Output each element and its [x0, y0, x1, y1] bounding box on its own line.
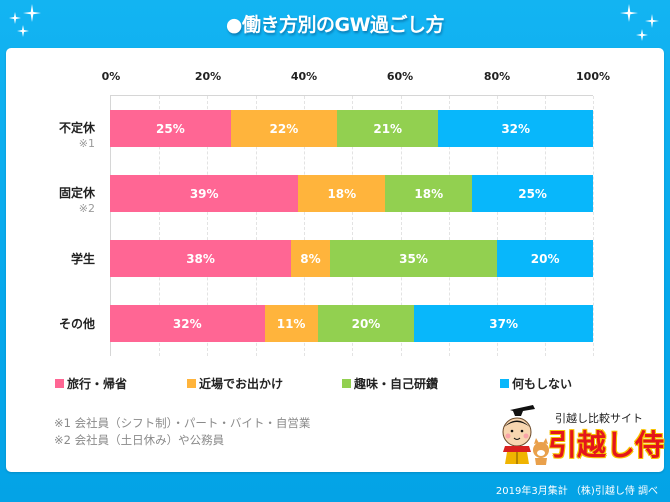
x-tick-20: 20% [194, 70, 222, 83]
row-label-gakusei: 学生 [71, 251, 95, 267]
bar-segment-outing: 18% [298, 175, 386, 212]
bar-segment-hobby: 18% [385, 175, 473, 212]
bar-segment-nothing: 32% [438, 110, 593, 147]
footnote-2: ※2 会社員（土日休み）や公務員 [54, 433, 225, 447]
logo-subtitle: 引越し比較サイト [555, 412, 643, 425]
x-tick-100: 100% [576, 70, 610, 83]
row-label-text: その他 [58, 317, 95, 331]
bar-row-gakusei: 38% 8% 35% 20% [110, 240, 593, 277]
bar-row-sonota: 32% 11% 20% 37% [110, 305, 593, 342]
bar-segment-outing: 22% [230, 110, 337, 147]
row-label-text: 固定休 [58, 186, 95, 200]
x-tick-0: 0% [101, 70, 121, 83]
gridline [401, 96, 402, 356]
legend-swatch-green [342, 379, 351, 388]
plot-area [110, 95, 594, 356]
gridline [497, 96, 498, 356]
logo-name: 引越し侍 [548, 428, 665, 462]
chart-title: ●働き方別のGW過ごし方 [225, 14, 445, 36]
gridline [352, 96, 353, 356]
bar-row-futeikyu: 25% 22% 21% 32% [110, 110, 593, 147]
row-label-sonota: その他 [59, 316, 95, 332]
x-tick-80: 80% [483, 70, 511, 83]
legend-label: 何もしない [512, 377, 573, 391]
legend-label: 旅行・帰省 [67, 377, 128, 391]
source-footer: 2019年3月集計 （株)引越し侍 調べ [495, 486, 658, 497]
bar-segment-travel: 38% [110, 240, 292, 277]
bar-segment-travel: 32% [110, 305, 265, 342]
bar-segment-hobby: 35% [329, 240, 498, 277]
gridline [449, 96, 450, 356]
gridline [159, 96, 160, 356]
bar-segment-nothing: 37% [414, 305, 593, 342]
x-tick-60: 60% [386, 70, 414, 83]
gridline [545, 96, 546, 356]
gridline [304, 96, 305, 356]
bar-segment-outing: 8% [291, 240, 330, 277]
gridline [256, 96, 257, 356]
sparkle-icon-right [620, 4, 659, 41]
legend-item-nothing: 何もしない [500, 375, 572, 392]
sparkle-icon-left [9, 4, 41, 37]
bar-segment-travel: 25% [110, 110, 231, 147]
legend-swatch-blue [500, 379, 509, 388]
legend-swatch-pink [55, 379, 64, 388]
x-tick-40: 40% [290, 70, 318, 83]
bar-segment-travel: 39% [110, 175, 299, 212]
bar-segment-nothing: 20% [497, 240, 593, 277]
legend-swatch-orange [187, 379, 196, 388]
gridline [207, 96, 208, 356]
legend-item-hobby: 趣味・自己研鑽 [342, 375, 438, 392]
bar-segment-hobby: 20% [317, 305, 415, 342]
row-note: ※2 [78, 202, 95, 215]
legend-label: 近場でお出かけ [199, 377, 284, 391]
row-label-futeikyu: 不定休 ※1 [59, 120, 95, 152]
row-label-koteikyu: 固定休 ※2 [59, 185, 95, 217]
bar-row-koteikyu: 39% 18% 18% 25% [110, 175, 593, 212]
footnote-1: ※1 会社員（シフト制）・パート・バイト・自営業 [54, 416, 311, 430]
bar-segment-hobby: 21% [337, 110, 439, 147]
legend-item-outing: 近場でお出かけ [187, 375, 283, 392]
row-label-text: 学生 [70, 252, 95, 266]
gridline [593, 96, 594, 356]
row-note: ※1 [78, 137, 95, 150]
row-label-text: 不定休 [58, 121, 95, 135]
legend-label: 趣味・自己研鑽 [354, 377, 439, 391]
bar-segment-outing: 11% [264, 305, 318, 342]
samurai-mascot-icon [502, 405, 549, 465]
legend-item-travel: 旅行・帰省 [55, 375, 127, 392]
bar-segment-nothing: 25% [472, 175, 593, 212]
